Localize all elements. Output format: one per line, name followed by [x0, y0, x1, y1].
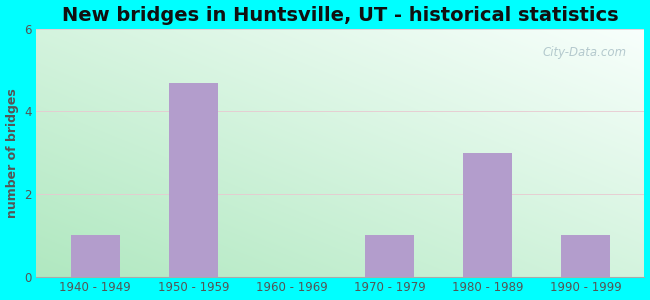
Title: New bridges in Huntsville, UT - historical statistics: New bridges in Huntsville, UT - historic… — [62, 6, 619, 25]
Bar — [71, 235, 120, 277]
Text: City-Data.com: City-Data.com — [542, 46, 626, 59]
Bar — [365, 235, 414, 277]
Bar — [169, 82, 218, 277]
Bar — [561, 235, 610, 277]
Bar — [463, 153, 512, 277]
Y-axis label: number of bridges: number of bridges — [6, 88, 19, 218]
